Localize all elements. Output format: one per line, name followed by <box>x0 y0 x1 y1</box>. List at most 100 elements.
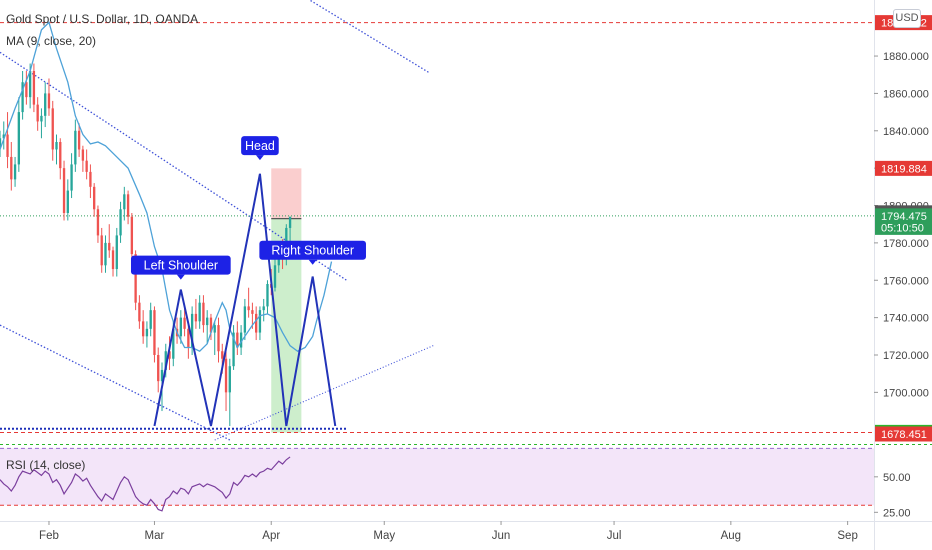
price-tag-text: 1678.451 <box>881 429 927 441</box>
candle-body <box>172 328 175 359</box>
pattern-label-left-shoulder: Left Shoulder <box>130 255 231 280</box>
price-tag-box <box>875 219 932 235</box>
symbol-title: Gold Spot / U.S. Dollar, 1D, OANDA <box>6 12 199 26</box>
channel-upper-line <box>0 51 347 281</box>
candle-body <box>115 235 118 270</box>
candle-body <box>89 171 92 187</box>
position-stop-zone <box>271 168 302 219</box>
candle-body <box>119 209 122 236</box>
candle-body <box>262 306 265 311</box>
price-tag-text: 05:10:50 <box>881 222 924 234</box>
time-tick-label: Mar <box>145 530 165 542</box>
pattern-label-text: Head <box>245 139 275 153</box>
rsi-line <box>0 456 291 512</box>
price-tag-box <box>875 208 932 224</box>
pattern-label-pointer <box>176 274 185 280</box>
price-tag-text: 1819.884 <box>881 163 927 175</box>
rsi-pane <box>0 447 874 512</box>
rsi-tick-label: 50.00 <box>883 472 911 484</box>
price-tick-label: 1740.000 <box>883 313 929 325</box>
candle-body <box>138 302 141 322</box>
candle-body <box>153 310 156 355</box>
candle-body <box>93 186 96 210</box>
candle-body <box>247 306 250 311</box>
time-tick-label: Sep <box>837 530 857 542</box>
head-and-shoulders-pattern[interactable]: Left Shoulder Head Right Shoulder <box>130 136 366 427</box>
candle-body <box>6 134 9 157</box>
pattern-label-text: Right Shoulder <box>271 244 354 258</box>
candle-body <box>228 366 231 393</box>
candle-body <box>85 160 88 172</box>
rsi-legend[interactable]: RSI (14, close) <box>6 458 85 472</box>
candle-body <box>236 332 239 348</box>
candle-body <box>202 302 205 326</box>
candle-body <box>213 325 216 333</box>
pattern-polyline <box>153 173 337 427</box>
candle-body <box>141 321 145 337</box>
candle-body <box>221 351 224 359</box>
pattern-label-head: Head <box>241 136 279 161</box>
candle-body <box>36 104 39 122</box>
candle-body <box>157 354 160 382</box>
candle-body <box>25 82 28 98</box>
symbol-legend[interactable]: Gold Spot / U.S. Dollar, 1D, OANDA <box>6 12 198 26</box>
candle-body <box>164 351 167 370</box>
candle-body <box>10 156 13 180</box>
time-tick-label: Feb <box>39 530 59 542</box>
time-tick-label: May <box>373 530 395 542</box>
candle-body <box>77 130 81 150</box>
candle-body <box>179 317 182 337</box>
pattern-label-right-shoulder: Right Shoulder <box>259 240 366 265</box>
channel-lower-line <box>0 324 231 441</box>
candle-body <box>130 216 134 255</box>
price-tick-label: 1880.000 <box>883 51 929 63</box>
currency-badge[interactable]: USD <box>893 9 921 28</box>
candle-body <box>187 328 190 348</box>
candle-body <box>40 115 43 122</box>
candle-body <box>288 216 292 228</box>
ma-line <box>0 21 333 353</box>
candle-body <box>232 332 235 367</box>
candle-body <box>28 70 32 98</box>
ma-legend[interactable]: MA (9, close, 20) <box>6 34 96 48</box>
price-tick-label: 1840.000 <box>883 126 929 138</box>
price-tick-label: 1700.000 <box>883 387 929 399</box>
candle-body <box>108 242 111 251</box>
candle-body <box>273 265 277 288</box>
price-tag-box <box>875 426 932 442</box>
pattern-label-box <box>241 136 279 156</box>
time-tick-label: Apr <box>262 530 280 542</box>
candle-body <box>190 313 194 348</box>
pattern-label-pointer <box>255 155 264 161</box>
time-tick-label: Aug <box>721 530 741 542</box>
position-tool[interactable] <box>271 168 302 433</box>
drawing-lines <box>0 0 932 441</box>
time-tick-label: Jul <box>607 530 622 542</box>
candle-body <box>239 332 243 348</box>
candles <box>0 63 292 426</box>
price-tags: 1897.8921819.8841796.0861794.47505:10:50… <box>875 15 932 442</box>
currency-label: USD <box>895 12 919 24</box>
candle-body <box>198 302 201 322</box>
candle-body <box>183 317 186 329</box>
candle-body <box>266 283 269 307</box>
candle-body <box>206 317 209 326</box>
candle-body <box>47 93 51 109</box>
candle-body <box>17 112 21 165</box>
time-axis[interactable]: Feb Mar Apr May Jun Jul Aug Sep <box>39 521 858 542</box>
price-tag-text: 1794.475 <box>881 211 927 223</box>
candle-body <box>134 254 137 303</box>
moving-average-line <box>0 21 333 353</box>
candle-body <box>21 82 24 113</box>
candle-body <box>217 325 220 352</box>
rising-support-line <box>214 345 434 441</box>
candle-body <box>81 149 85 161</box>
candle-body <box>51 108 54 150</box>
candle-body <box>243 306 247 333</box>
pattern-label-box <box>259 240 366 260</box>
price-axis[interactable]: 1700.000 1720.000 1740.000 1760.000 1780.000… <box>874 51 929 519</box>
ma-indicator-label: MA (9, close, 20) <box>6 34 97 48</box>
candle-body <box>55 141 58 150</box>
